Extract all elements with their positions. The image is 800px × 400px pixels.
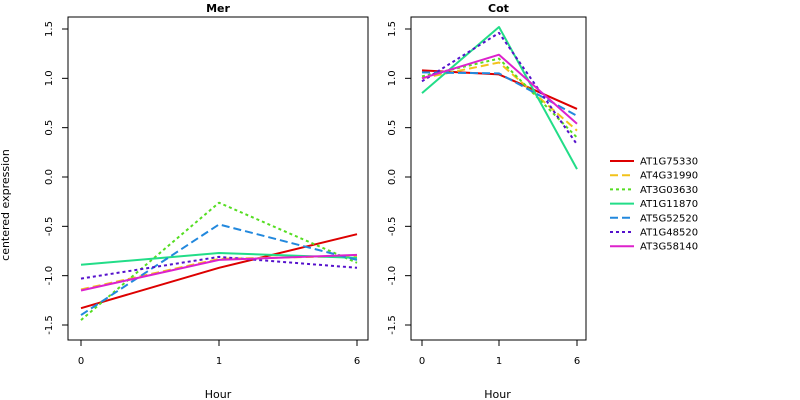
x-tick-label: 1 [216, 356, 222, 367]
legend-label: AT1G75330 [640, 157, 698, 168]
legend-label: AT1G48520 [640, 228, 698, 239]
legend-item: AT4G31990 [610, 171, 698, 182]
series-line-at5g52520 [80, 223, 358, 316]
y-tick-label: 1.0 [44, 70, 55, 86]
panel-cot: Cot -1.5 -1.0 -0.5 0.0 0.5 1.0 1.5 0 1 6 Hour [387, 2, 587, 400]
y-tick-label: -0.5 [44, 217, 55, 237]
plot-frame [410, 16, 587, 341]
x-tick-label: 0 [78, 356, 84, 367]
x-axis-title: Hour [484, 388, 511, 400]
legend-item: AT5G52520 [610, 213, 698, 224]
legend-item: AT1G75330 [610, 157, 698, 168]
x-tick-label: 0 [419, 356, 425, 367]
y-axis: -1.5 -1.0 -0.5 0.0 0.5 1.0 1.5 [387, 21, 411, 335]
panel-title: Cot [488, 2, 509, 15]
y-tick-label: 0.5 [387, 120, 398, 136]
x-axis-title: Hour [205, 388, 232, 400]
y-axis: -1.5 -1.0 -0.5 0.0 0.5 1.0 1.5 [44, 21, 68, 335]
y-tick-label: -0.5 [387, 217, 398, 237]
legend-label: AT3G58140 [640, 242, 698, 253]
series-line-at3g58140 [421, 53, 578, 125]
panel-title: Mer [206, 2, 230, 15]
series-group [80, 201, 358, 321]
legend-label: AT1G11870 [640, 199, 698, 210]
legend: AT1G75330 AT4G31990 AT3G03630 AT1G11870 AT5G… [610, 157, 698, 253]
legend-label: AT5G52520 [640, 213, 698, 224]
y-tick-label: 1.5 [44, 21, 55, 37]
y-tick-label: -1.0 [387, 266, 398, 286]
panel-mer: Mer -1.5 -1.0 -0.5 0.0 0.5 1.0 1.5 0 1 6 Hour [44, 2, 369, 400]
series-line-at1g48520 [80, 255, 358, 280]
x-tick-label: 6 [574, 356, 580, 367]
y-tick-label: 0.0 [387, 169, 398, 185]
series-line-at1g48520 [421, 31, 578, 145]
chart-panels: Mer -1.5 -1.0 -0.5 0.0 0.5 1.0 1.5 0 1 6 Hour Cot -1.… [44, 2, 587, 400]
y-tick-label: 1.0 [387, 70, 398, 86]
plot-frame [67, 16, 369, 341]
legend-item: AT1G48520 [610, 228, 698, 239]
series-line-at3g58140 [80, 253, 358, 292]
x-tick-label: 6 [354, 356, 360, 367]
legend-item: AT3G03630 [610, 185, 698, 196]
legend-label: AT4G31990 [640, 171, 698, 182]
y-tick-label: -1.0 [44, 266, 55, 286]
x-axis: 0 1 6 [78, 340, 360, 367]
x-axis: 0 1 6 [419, 340, 580, 367]
series-group [421, 26, 578, 170]
legend-label: AT3G03630 [640, 185, 698, 196]
legend-item: AT3G58140 [610, 242, 698, 253]
x-tick-label: 1 [496, 356, 502, 367]
y-tick-label: 0.0 [44, 169, 55, 185]
y-axis-title: centered expression [0, 149, 12, 261]
y-tick-label: 1.5 [387, 21, 398, 37]
y-tick-label: -1.5 [44, 315, 55, 335]
legend-item: AT1G11870 [610, 199, 698, 210]
series-line-at1g75330 [80, 233, 358, 310]
y-tick-label: 0.5 [44, 120, 55, 136]
y-tick-label: -1.5 [387, 315, 398, 335]
